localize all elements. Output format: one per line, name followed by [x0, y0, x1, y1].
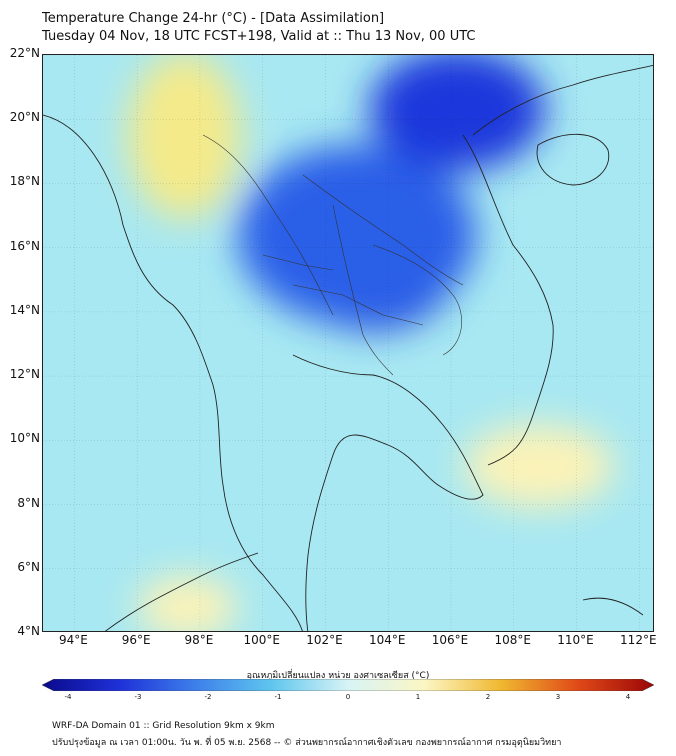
colorbar-tick-label: -1 [274, 693, 282, 701]
graticule [43, 55, 653, 631]
colorbar-tick-label: 3 [555, 693, 561, 701]
lat-tick-label: 22°N [9, 46, 40, 60]
lat-tick-label: 20°N [9, 110, 40, 125]
lon-tick-label: 100°E [243, 633, 280, 647]
colorbar-tick-label: 1 [415, 693, 421, 701]
lat-tick-label: 4°N [17, 624, 40, 638]
lon-tick-label: 102°E [306, 633, 343, 647]
lat-tick-label: 14°N [9, 302, 40, 317]
colorbar-tick-label: 0 [345, 693, 351, 701]
lon-tick-label: 106°E [431, 633, 469, 647]
colorbar [42, 679, 654, 691]
coastlines [43, 64, 653, 631]
lat-tick-label: 8°N [17, 495, 40, 510]
admin-boundaries [202, 134, 464, 376]
lat-tick-label: 12°N [9, 367, 40, 382]
lon-tick-label: 104°E [368, 633, 406, 647]
footer-model-info: WRF-DA Domain 01 :: Grid Resolution 9km … [52, 721, 275, 731]
lat-tick-label: 10°N [9, 431, 40, 446]
lon-tick-label: 112°E [620, 633, 657, 647]
temperature-change-map [43, 55, 653, 631]
anomaly-region-3 [127, 55, 241, 219]
colorbar-tick-label: -3 [134, 693, 142, 701]
lon-tick-label: 98°E [184, 633, 214, 647]
lon-tick-label: 110°E [557, 633, 594, 647]
lat-tick-label: 18°N [9, 174, 40, 189]
colorbar-tick-label: -2 [204, 693, 212, 701]
lon-tick-label: 108°E [494, 633, 532, 647]
footer-update-info: ปรับปรุงข้อมูล ณ เวลา 01:00น. วัน พ. ที่… [52, 738, 562, 748]
lat-tick-label: 6°N [17, 559, 40, 574]
colorbar-tick-label: -4 [64, 693, 72, 701]
lon-tick-label: 96°E [121, 633, 151, 647]
chart-subtitle: Tuesday 04 Nov, 18 UTC FCST+198, Valid a… [42, 29, 476, 44]
anomaly-region-5 [137, 575, 238, 631]
colorbar-title: อุณหภูมิเปลี่ยนแปลง หน่วย องศาเซลเซียส (… [246, 671, 430, 681]
colorbar-tick-label: 2 [485, 693, 491, 701]
chart-title: Temperature Change 24-hr (°C) - [Data As… [42, 11, 385, 26]
anomaly-region-1 [237, 144, 477, 325]
lon-tick-label: 94°E [58, 633, 88, 647]
colorbar-tick-label: 4 [625, 693, 631, 701]
anomaly-field [127, 55, 615, 631]
anomaly-region-4 [463, 424, 615, 508]
map-frame[interactable] [42, 54, 654, 632]
lat-tick-label: 16°N [9, 238, 40, 253]
anomaly-region-2 [369, 55, 546, 171]
